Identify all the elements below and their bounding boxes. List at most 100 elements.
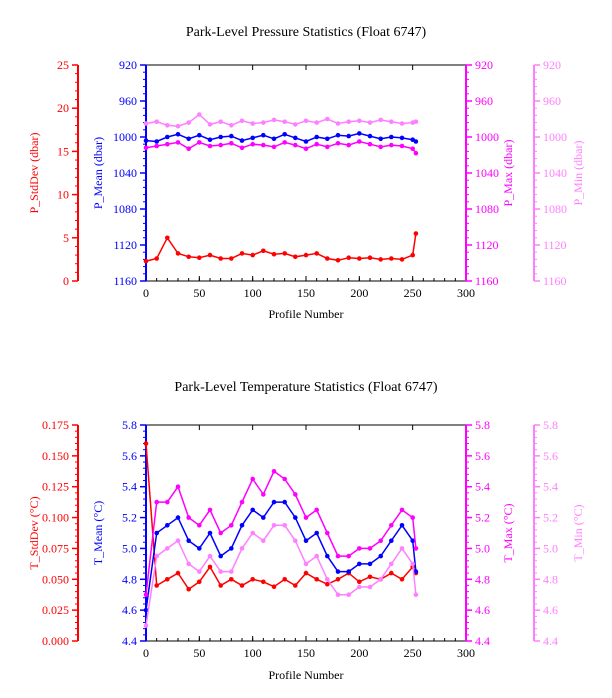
pressure-min-tick-label: 920 (543, 58, 561, 72)
pressure-min-data-point (325, 116, 330, 122)
pressure-min-data-point (413, 119, 419, 124)
temperature-stddev-tick-label: 0.075 (42, 541, 69, 555)
temperature-stddev-data-point (261, 579, 266, 585)
pressure-stddev-data-point (413, 231, 419, 236)
temperature-min-axis-title: T_Min (°C) (571, 504, 585, 561)
temperature-max-tick-label: 4.8 (475, 572, 490, 586)
pressure-x-tick-label: 50 (193, 286, 205, 300)
temperature-mean-data-point (346, 569, 352, 574)
temperature-max-data-point (325, 530, 330, 536)
pressure-mean-data-point (143, 138, 149, 143)
temperature-min-data-point (303, 561, 309, 567)
pressure-min-data-point (175, 123, 181, 129)
temperature-min-data-point (154, 553, 159, 559)
pressure-max-data-point (186, 146, 191, 151)
pressure-stddev-data-point (367, 255, 373, 260)
pressure-min-axis-title: P_Min (dbar) (571, 141, 585, 206)
temperature-max-data-point (154, 499, 159, 505)
temperature-mean-tick-label: 5.4 (122, 480, 137, 494)
temperature-mean-data-point (261, 515, 266, 520)
pressure-max-data-point (293, 142, 298, 148)
temperature-min-tick-label: 5.4 (543, 480, 558, 494)
pressure-min-data-point (303, 118, 309, 124)
pressure-min-data-point (229, 123, 234, 128)
pressure-max-data-point (250, 141, 255, 147)
pressure-max-data-point (357, 139, 362, 144)
pressure-mean-data-point (207, 137, 213, 142)
pressure-stddev-data-point (186, 254, 191, 260)
pressure-mean-data-point (154, 139, 159, 144)
temperature-min-data-point (143, 623, 149, 628)
pressure-stddev-tick-label: 20 (57, 101, 69, 115)
pressure-max-axis-title: P_Max (dbar) (501, 140, 515, 207)
temperature-series (143, 441, 419, 628)
pressure-stddev-data-point (303, 252, 309, 258)
pressure-min-data-point (335, 121, 341, 126)
pressure-stddev-data-point (314, 251, 320, 256)
pressure-mean-data-point (165, 134, 170, 140)
temperature-max-data-point (410, 515, 416, 520)
pressure-stddev-data-point (239, 251, 245, 256)
temperature-min-data-point (207, 553, 213, 559)
pressure-min-data-point (207, 122, 213, 127)
temperature-mean-data-point (303, 538, 309, 543)
temperature-max-data-point (186, 515, 191, 520)
temperature-mean-data-point (197, 546, 202, 551)
pressure-mean-data-point (186, 136, 191, 142)
temperature-mean-axis-title: T_Mean (°C) (91, 501, 105, 565)
temperature-max-tick-label: 4.6 (475, 603, 490, 617)
temperature-min-data-point (335, 592, 341, 597)
temperature-min-data-point (165, 546, 170, 551)
temperature-min-tick-label: 5.6 (543, 449, 558, 463)
temperature-min-data-point (175, 538, 181, 543)
temperature-mean-data-point (335, 569, 341, 574)
pressure-mean-tick-label: 960 (119, 94, 137, 108)
temperature-min-data-point (378, 577, 384, 582)
temperature-min-data-point (261, 538, 266, 543)
temperature-x-tick-label: 50 (193, 646, 205, 660)
pressure-stddev-data-point (389, 256, 394, 261)
temperature-max-tick-label: 4.4 (475, 634, 490, 648)
temperature-max-tick-label: 5.0 (475, 541, 490, 555)
pressure-mean-data-point (261, 132, 266, 138)
pressure-max-data-point (389, 142, 394, 148)
temperature-max-data-point (346, 553, 352, 559)
temperature-stddev-data-point (335, 577, 341, 582)
pressure-mean-tick-label: 1000 (113, 130, 137, 144)
pressure-max-data-point (197, 140, 202, 145)
pressure-max-data-point (325, 144, 330, 150)
temperature-stddev-data-point (207, 564, 213, 570)
pressure-stddev-data-point (207, 252, 213, 258)
pressure-max-tick-label: 1120 (475, 238, 499, 252)
temperature-stddev-data-point (186, 586, 191, 592)
pressure-stddev-data-point (261, 248, 266, 254)
pressure-title: Park-Level Pressure Statistics (Float 67… (186, 25, 427, 40)
pressure-mean-data-point (413, 139, 419, 144)
pressure-min-tick-label: 1160 (543, 274, 567, 288)
temperature-stddev-tick-label: 0.175 (42, 418, 69, 432)
pressure-min-data-point (282, 119, 288, 124)
pressure-panel: Park-Level Pressure Statistics (Float 67… (27, 25, 585, 321)
pressure-min-tick-label: 1080 (543, 202, 567, 216)
temperature-stddev-data-point (357, 579, 362, 585)
temperature-mean-data-point (250, 507, 255, 513)
pressure-x-tick-label: 250 (404, 286, 422, 300)
temperature-min-tick-label: 4.6 (543, 603, 558, 617)
temperature-mean-tick-label: 5.6 (122, 449, 137, 463)
temperature-stddev-data-point (250, 577, 255, 582)
temperature-max-tick-label: 5.4 (475, 480, 490, 494)
pressure-stddev-data-point (325, 256, 330, 261)
temperature-min-data-point (413, 592, 419, 597)
temperature-max-data-point (250, 476, 255, 482)
temperature-max-data-point (303, 515, 309, 520)
temperature-mean-tick-label: 5.8 (122, 418, 137, 432)
pressure-min-data-point (186, 120, 191, 125)
pressure-max-tick-label: 1080 (475, 202, 499, 216)
temperature-mean-tick-label: 5.0 (122, 541, 137, 555)
pressure-mean-data-point (389, 134, 394, 140)
temperature-mean-data-point (325, 553, 330, 559)
pressure-max-data-point (239, 145, 245, 151)
pressure-min-data-point (367, 120, 373, 125)
pressure-mean-tick-label: 920 (119, 58, 137, 72)
